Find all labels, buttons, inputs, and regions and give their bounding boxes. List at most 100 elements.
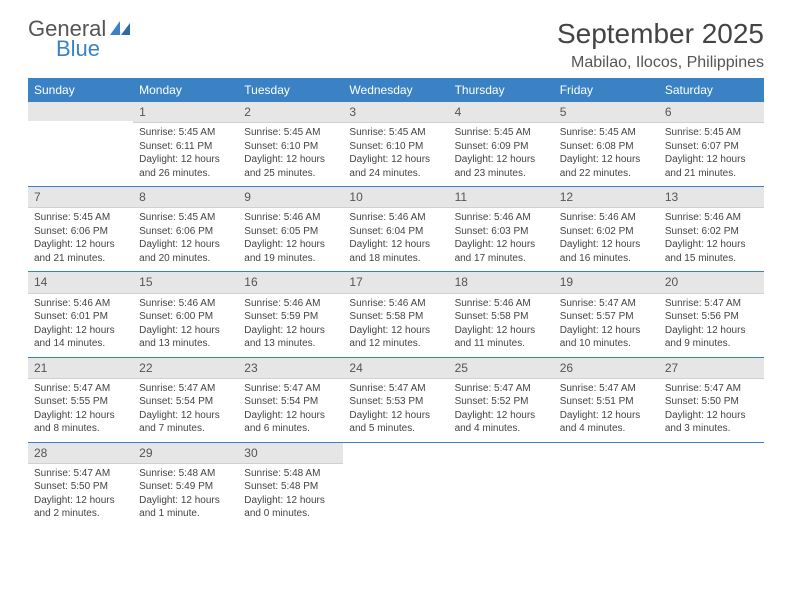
day-number: 17: [343, 272, 448, 293]
calendar-cell: 21Sunrise: 5:47 AMSunset: 5:55 PMDayligh…: [28, 357, 133, 442]
calendar-cell: 27Sunrise: 5:47 AMSunset: 5:50 PMDayligh…: [659, 357, 764, 442]
day-number: 20: [659, 272, 764, 293]
day-details: Sunrise: 5:47 AMSunset: 5:56 PMDaylight:…: [659, 294, 764, 357]
day-header: Saturday: [659, 78, 764, 102]
calendar-cell: 15Sunrise: 5:46 AMSunset: 6:00 PMDayligh…: [133, 272, 238, 357]
calendar-cell: [449, 442, 554, 527]
day-details: Sunrise: 5:45 AMSunset: 6:06 PMDaylight:…: [133, 208, 238, 271]
day-number: 12: [554, 187, 659, 208]
logo-sail-icon: [110, 21, 132, 37]
day-details: Sunrise: 5:45 AMSunset: 6:10 PMDaylight:…: [238, 123, 343, 186]
calendar-cell: 24Sunrise: 5:47 AMSunset: 5:53 PMDayligh…: [343, 357, 448, 442]
day-details: Sunrise: 5:46 AMSunset: 6:05 PMDaylight:…: [238, 208, 343, 271]
day-details: Sunrise: 5:46 AMSunset: 5:58 PMDaylight:…: [449, 294, 554, 357]
day-details: Sunrise: 5:46 AMSunset: 6:02 PMDaylight:…: [659, 208, 764, 271]
day-number: 5: [554, 102, 659, 123]
day-details: Sunrise: 5:46 AMSunset: 5:59 PMDaylight:…: [238, 294, 343, 357]
day-number: 27: [659, 358, 764, 379]
day-number: 19: [554, 272, 659, 293]
calendar-cell: 23Sunrise: 5:47 AMSunset: 5:54 PMDayligh…: [238, 357, 343, 442]
day-details: Sunrise: 5:45 AMSunset: 6:10 PMDaylight:…: [343, 123, 448, 186]
calendar-cell: 19Sunrise: 5:47 AMSunset: 5:57 PMDayligh…: [554, 272, 659, 357]
calendar-cell: 12Sunrise: 5:46 AMSunset: 6:02 PMDayligh…: [554, 187, 659, 272]
day-header: Thursday: [449, 78, 554, 102]
calendar-cell: 8Sunrise: 5:45 AMSunset: 6:06 PMDaylight…: [133, 187, 238, 272]
day-number: 13: [659, 187, 764, 208]
day-details: Sunrise: 5:47 AMSunset: 5:50 PMDaylight:…: [28, 464, 133, 527]
calendar-cell: 14Sunrise: 5:46 AMSunset: 6:01 PMDayligh…: [28, 272, 133, 357]
day-details: Sunrise: 5:45 AMSunset: 6:08 PMDaylight:…: [554, 123, 659, 186]
day-number: 28: [28, 443, 133, 464]
day-details: Sunrise: 5:47 AMSunset: 5:53 PMDaylight:…: [343, 379, 448, 442]
day-details: Sunrise: 5:48 AMSunset: 5:48 PMDaylight:…: [238, 464, 343, 527]
calendar-cell: 26Sunrise: 5:47 AMSunset: 5:51 PMDayligh…: [554, 357, 659, 442]
day-number: 1: [133, 102, 238, 123]
calendar-cell: 6Sunrise: 5:45 AMSunset: 6:07 PMDaylight…: [659, 102, 764, 187]
day-details: Sunrise: 5:45 AMSunset: 6:11 PMDaylight:…: [133, 123, 238, 186]
day-number: 25: [449, 358, 554, 379]
calendar-cell: 5Sunrise: 5:45 AMSunset: 6:08 PMDaylight…: [554, 102, 659, 187]
day-number: 2: [238, 102, 343, 123]
calendar: SundayMondayTuesdayWednesdayThursdayFrid…: [28, 78, 764, 527]
day-number: 21: [28, 358, 133, 379]
calendar-cell: 16Sunrise: 5:46 AMSunset: 5:59 PMDayligh…: [238, 272, 343, 357]
day-details: Sunrise: 5:47 AMSunset: 5:52 PMDaylight:…: [449, 379, 554, 442]
day-number: 8: [133, 187, 238, 208]
calendar-cell: [28, 102, 133, 187]
calendar-cell: 11Sunrise: 5:46 AMSunset: 6:03 PMDayligh…: [449, 187, 554, 272]
calendar-cell: 2Sunrise: 5:45 AMSunset: 6:10 PMDaylight…: [238, 102, 343, 187]
day-header: Monday: [133, 78, 238, 102]
calendar-cell: 3Sunrise: 5:45 AMSunset: 6:10 PMDaylight…: [343, 102, 448, 187]
day-number: 3: [343, 102, 448, 123]
calendar-cell: 1Sunrise: 5:45 AMSunset: 6:11 PMDaylight…: [133, 102, 238, 187]
day-number: 26: [554, 358, 659, 379]
day-details: Sunrise: 5:46 AMSunset: 5:58 PMDaylight:…: [343, 294, 448, 357]
empty-band: [28, 102, 133, 121]
day-number: 14: [28, 272, 133, 293]
day-number: 9: [238, 187, 343, 208]
calendar-cell: 10Sunrise: 5:46 AMSunset: 6:04 PMDayligh…: [343, 187, 448, 272]
calendar-cell: 30Sunrise: 5:48 AMSunset: 5:48 PMDayligh…: [238, 442, 343, 527]
day-details: Sunrise: 5:45 AMSunset: 6:06 PMDaylight:…: [28, 208, 133, 271]
header: General Blue September 2025 Mabilao, Ilo…: [28, 18, 764, 72]
calendar-cell: [659, 442, 764, 527]
day-number: 24: [343, 358, 448, 379]
day-number: 7: [28, 187, 133, 208]
day-details: Sunrise: 5:47 AMSunset: 5:50 PMDaylight:…: [659, 379, 764, 442]
logo: General Blue: [28, 18, 132, 60]
day-details: Sunrise: 5:45 AMSunset: 6:07 PMDaylight:…: [659, 123, 764, 186]
day-number: 22: [133, 358, 238, 379]
day-details: Sunrise: 5:47 AMSunset: 5:54 PMDaylight:…: [133, 379, 238, 442]
day-number: 4: [449, 102, 554, 123]
calendar-cell: 22Sunrise: 5:47 AMSunset: 5:54 PMDayligh…: [133, 357, 238, 442]
calendar-cell: 7Sunrise: 5:45 AMSunset: 6:06 PMDaylight…: [28, 187, 133, 272]
day-number: 15: [133, 272, 238, 293]
day-number: 11: [449, 187, 554, 208]
day-number: 29: [133, 443, 238, 464]
day-number: 18: [449, 272, 554, 293]
day-details: Sunrise: 5:45 AMSunset: 6:09 PMDaylight:…: [449, 123, 554, 186]
calendar-cell: 4Sunrise: 5:45 AMSunset: 6:09 PMDaylight…: [449, 102, 554, 187]
day-number: 30: [238, 443, 343, 464]
day-header: Tuesday: [238, 78, 343, 102]
day-number: 10: [343, 187, 448, 208]
day-details: Sunrise: 5:46 AMSunset: 6:01 PMDaylight:…: [28, 294, 133, 357]
calendar-cell: 17Sunrise: 5:46 AMSunset: 5:58 PMDayligh…: [343, 272, 448, 357]
day-details: Sunrise: 5:47 AMSunset: 5:57 PMDaylight:…: [554, 294, 659, 357]
calendar-cell: [343, 442, 448, 527]
calendar-cell: 28Sunrise: 5:47 AMSunset: 5:50 PMDayligh…: [28, 442, 133, 527]
day-header: Friday: [554, 78, 659, 102]
day-number: 23: [238, 358, 343, 379]
calendar-cell: 9Sunrise: 5:46 AMSunset: 6:05 PMDaylight…: [238, 187, 343, 272]
day-details: Sunrise: 5:46 AMSunset: 6:04 PMDaylight:…: [343, 208, 448, 271]
calendar-cell: 13Sunrise: 5:46 AMSunset: 6:02 PMDayligh…: [659, 187, 764, 272]
day-header: Wednesday: [343, 78, 448, 102]
calendar-cell: 29Sunrise: 5:48 AMSunset: 5:49 PMDayligh…: [133, 442, 238, 527]
calendar-cell: 25Sunrise: 5:47 AMSunset: 5:52 PMDayligh…: [449, 357, 554, 442]
day-details: Sunrise: 5:48 AMSunset: 5:49 PMDaylight:…: [133, 464, 238, 527]
calendar-cell: [554, 442, 659, 527]
logo-word2: Blue: [56, 38, 132, 60]
day-details: Sunrise: 5:46 AMSunset: 6:02 PMDaylight:…: [554, 208, 659, 271]
day-details: Sunrise: 5:47 AMSunset: 5:55 PMDaylight:…: [28, 379, 133, 442]
location: Mabilao, Ilocos, Philippines: [557, 54, 764, 72]
